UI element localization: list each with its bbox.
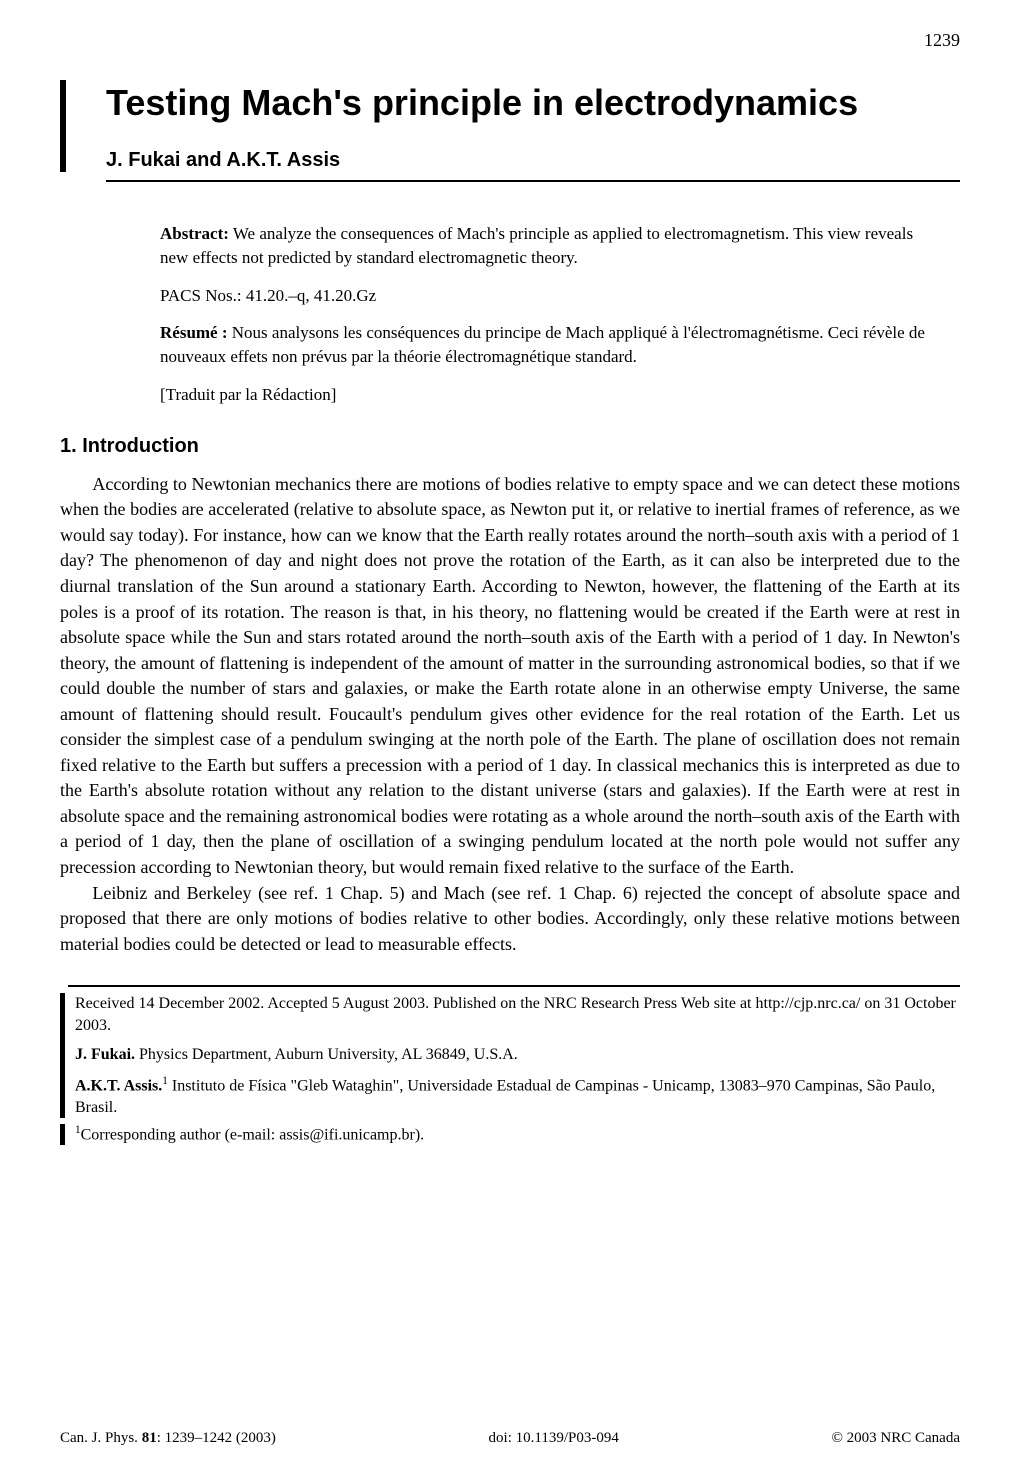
corr-text: Corresponding author (e-mail: assis@ifi.… <box>81 1127 425 1144</box>
article-title: Testing Mach's principle in electrodynam… <box>106 80 960 125</box>
title-rule <box>106 180 960 182</box>
fukai-name: J. Fukai. <box>75 1046 135 1063</box>
resume-label: Résumé : <box>160 323 228 342</box>
abstract: Abstract: We analyze the consequences of… <box>160 222 940 270</box>
fukai-affil-text: Physics Department, Auburn University, A… <box>135 1046 518 1063</box>
abstract-text: We analyze the consequences of Mach's pr… <box>160 224 913 267</box>
abstract-label: Abstract: <box>160 224 229 243</box>
assis-affil: A.K.T. Assis.1 Instituto de Física "Gleb… <box>75 1074 960 1119</box>
body-text: According to Newtonian mechanics there a… <box>60 472 960 957</box>
paragraph-1: According to Newtonian mechanics there a… <box>60 472 960 881</box>
assis-affil-text: Instituto de Física "Gleb Wataghin", Uni… <box>75 1077 935 1116</box>
fukai-affil: J. Fukai. Physics Department, Auburn Uni… <box>75 1044 960 1066</box>
footer-left: Can. J. Phys. 81: 1239–1242 (2003) <box>60 1430 276 1447</box>
footer-left-vol: 81 <box>142 1430 157 1446</box>
footer-left-suffix: : 1239–1242 (2003) <box>157 1430 276 1446</box>
title-block: Testing Mach's principle in electrodynam… <box>60 80 960 172</box>
resume-text: Nous analysons les conséquences du princ… <box>160 323 925 366</box>
footer-left-prefix: Can. J. Phys. <box>60 1430 142 1446</box>
footnote-block: Received 14 December 2002. Accepted 5 Au… <box>60 993 960 1118</box>
section-heading-1: 1. Introduction <box>60 435 960 458</box>
assis-name: A.K.T. Assis. <box>75 1077 162 1094</box>
footnote-rule <box>68 985 960 987</box>
footer: Can. J. Phys. 81: 1239–1242 (2003) doi: … <box>60 1430 960 1447</box>
corresponding-author: 1Corresponding author (e-mail: assis@ifi… <box>60 1124 960 1144</box>
footer-center: doi: 10.1139/P03-094 <box>489 1430 619 1447</box>
pacs: PACS Nos.: 41.20.–q, 41.20.Gz <box>160 284 940 308</box>
page-number: 1239 <box>924 30 960 51</box>
resume: Résumé : Nous analysons les conséquences… <box>160 321 940 369</box>
abstract-block: Abstract: We analyze the consequences of… <box>160 222 940 407</box>
received-line: Received 14 December 2002. Accepted 5 Au… <box>75 993 960 1036</box>
traduit: [Traduit par la Rédaction] <box>160 383 940 407</box>
authors: J. Fukai and A.K.T. Assis <box>106 149 960 172</box>
paragraph-2: Leibniz and Berkeley (see ref. 1 Chap. 5… <box>60 881 960 958</box>
footer-right: © 2003 NRC Canada <box>832 1430 960 1447</box>
